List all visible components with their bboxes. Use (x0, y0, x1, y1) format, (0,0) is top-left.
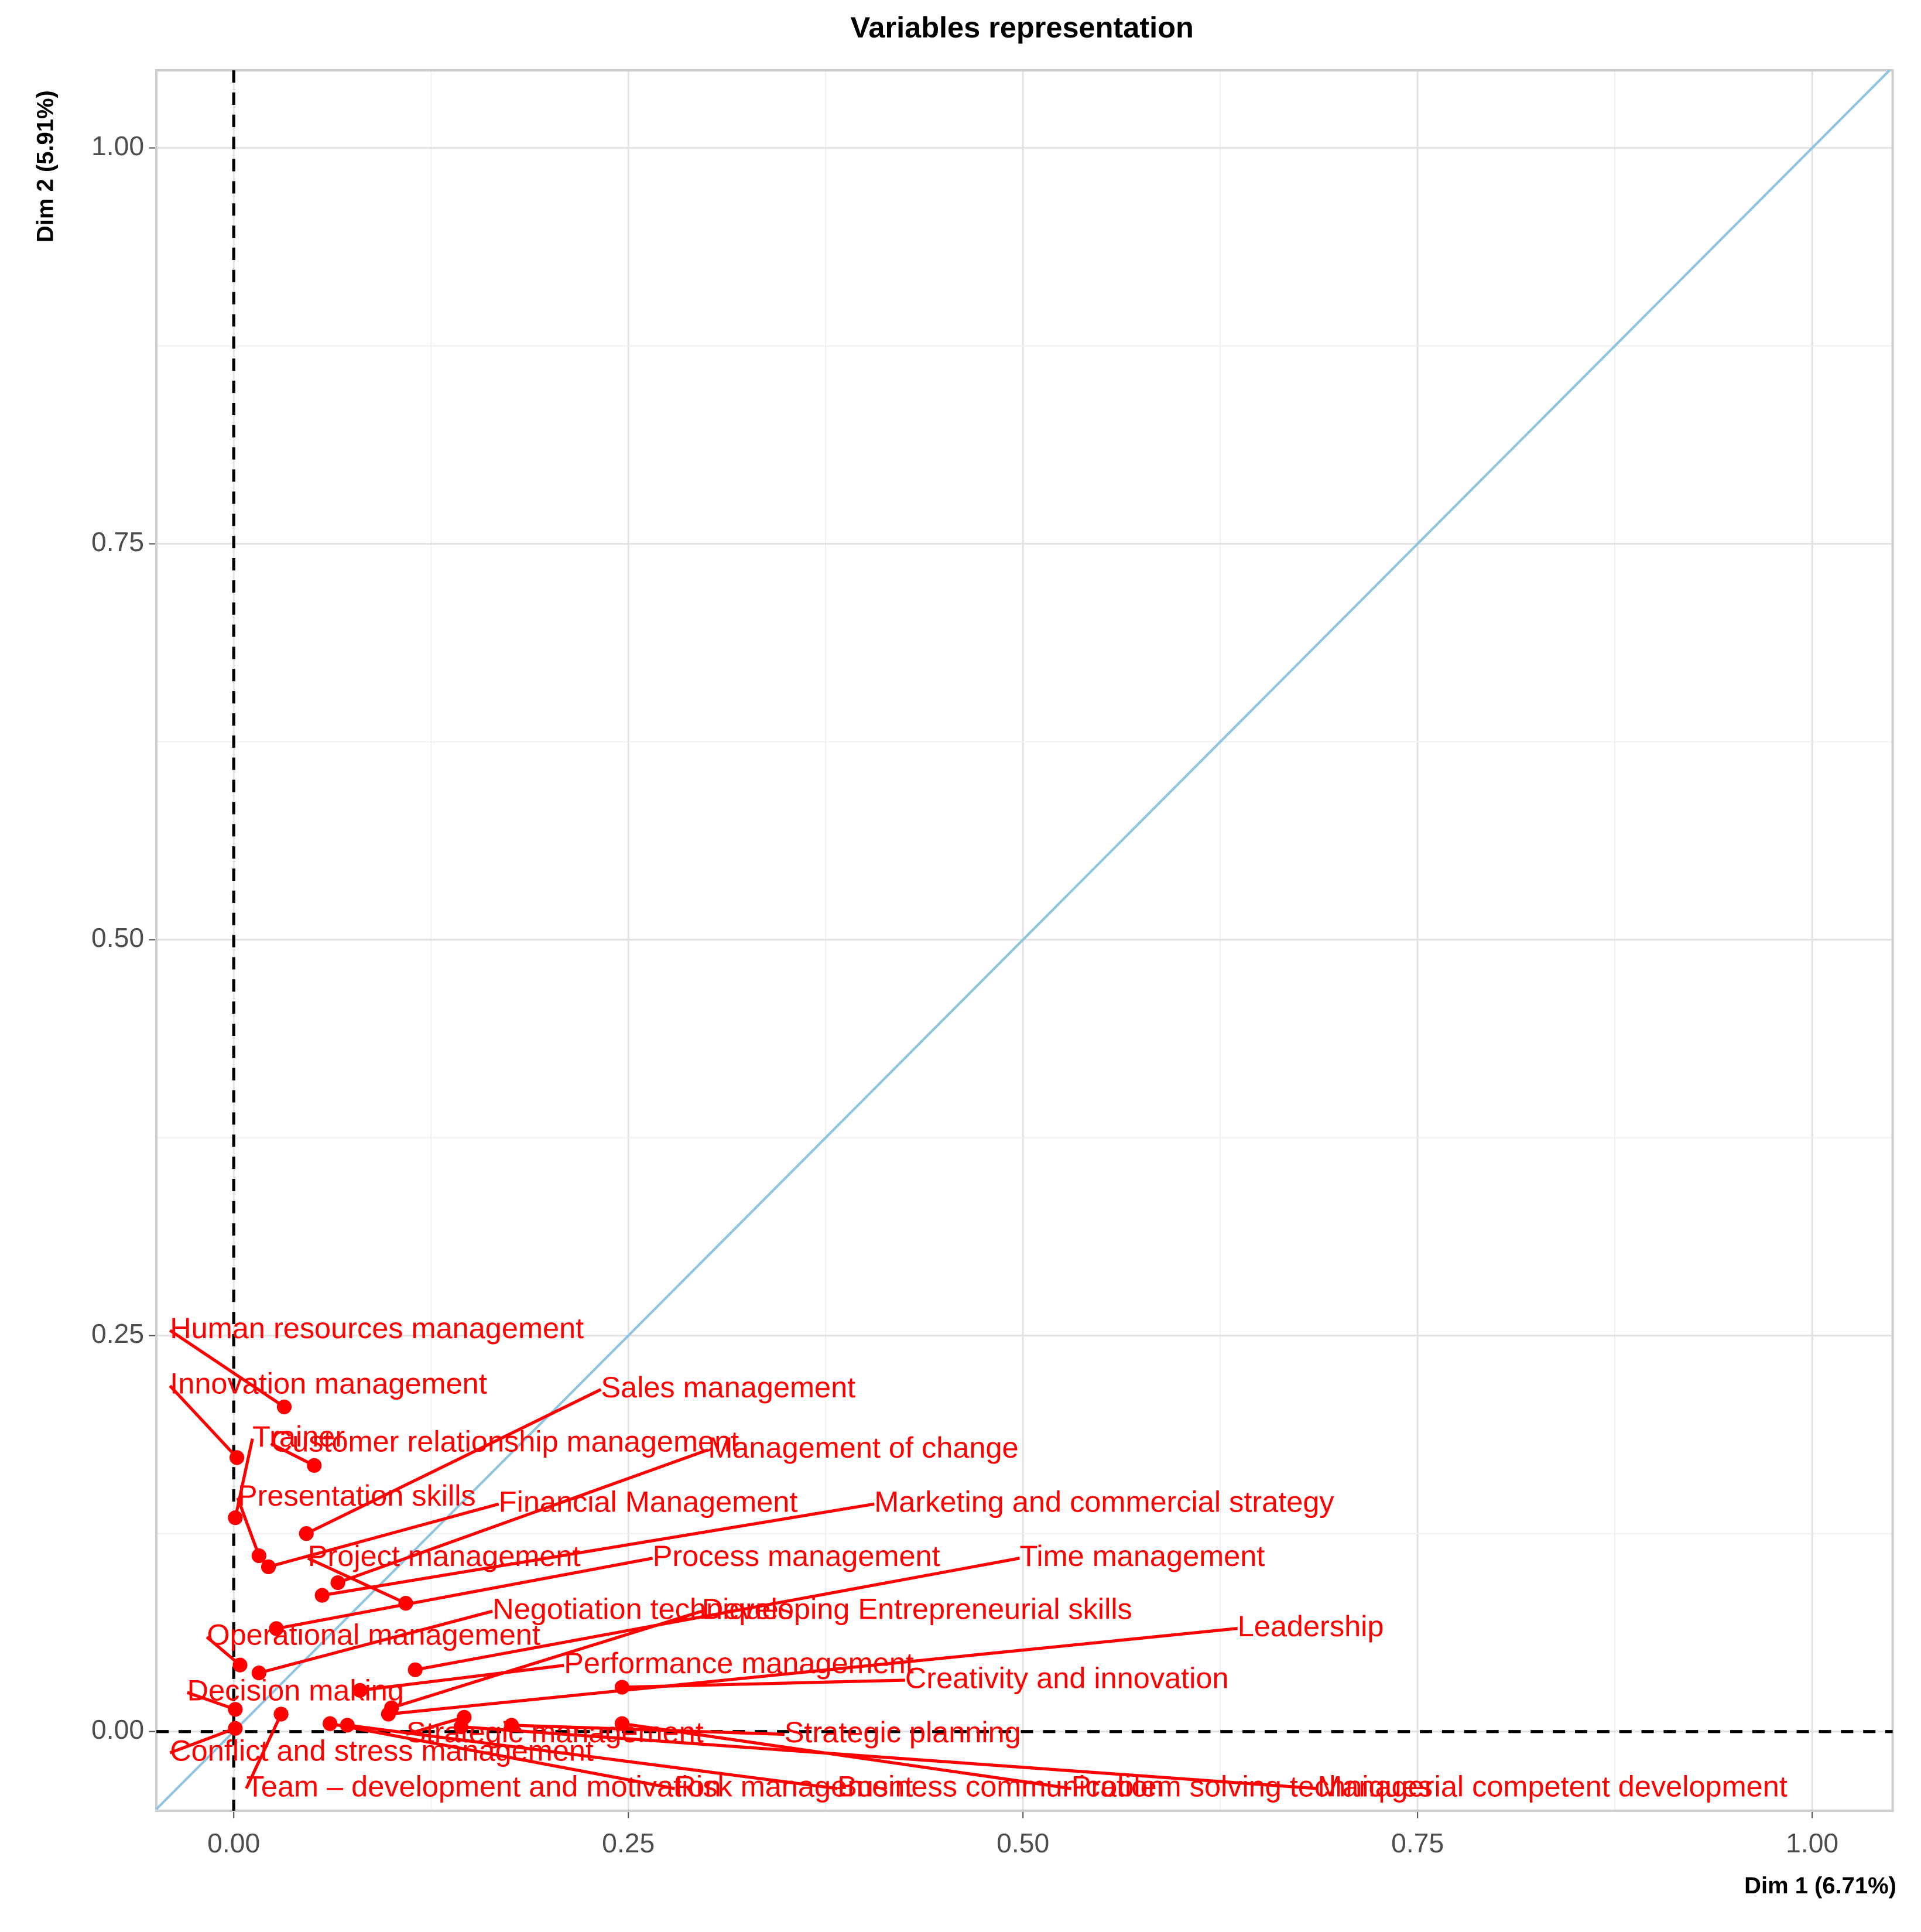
point-label: Trainer (252, 1420, 345, 1453)
point (352, 1683, 368, 1698)
point-label: Human resources management (170, 1311, 584, 1345)
point-label: Sales management (601, 1370, 855, 1404)
point (408, 1662, 423, 1677)
leader-line (169, 1384, 238, 1459)
leader-line (337, 1448, 709, 1584)
y-tick-label: 0.75 (91, 526, 144, 557)
x-axis-label: Dim 1 (6.71%) (1744, 1873, 1896, 1899)
x-tick-label: 0.00 (207, 1828, 260, 1858)
point (307, 1458, 322, 1473)
point-label: Presentation skills (238, 1479, 476, 1512)
point-label: Strategic planning (785, 1715, 1021, 1749)
point-label: Creativity and innovation (905, 1661, 1229, 1694)
point-label: Risk management (675, 1769, 913, 1803)
point (251, 1666, 266, 1681)
point (273, 1707, 289, 1722)
leader-line (270, 1442, 315, 1467)
x-tick-label: 1.00 (1786, 1828, 1838, 1858)
leader-line (307, 1557, 407, 1605)
point-label: Marketing and commercial strategy (874, 1485, 1334, 1519)
x-tick-label: 0.25 (602, 1828, 655, 1858)
point-label: Decision making (187, 1673, 404, 1707)
y-axis-label: Dim 2 (5.91%) (32, 90, 58, 242)
leader-line (511, 1724, 785, 1736)
point-label: Project management (308, 1539, 581, 1572)
plot-border (155, 69, 1894, 1813)
y-tick-label: 0.25 (91, 1318, 144, 1349)
point-label: Customer relationship management (271, 1424, 739, 1458)
point (299, 1526, 314, 1541)
leader-line (186, 1691, 236, 1711)
point-label: Time management (1019, 1539, 1265, 1572)
point (614, 1680, 630, 1695)
chart-title: Variables representation (851, 11, 1194, 44)
point (276, 1399, 292, 1414)
x-tick-label: 0.50 (997, 1828, 1049, 1858)
point (340, 1718, 355, 1733)
point-label: Managerial competent development (1317, 1769, 1787, 1803)
point (269, 1621, 284, 1636)
point (453, 1719, 469, 1735)
point-label: Innovation management (170, 1367, 487, 1400)
point (614, 1716, 630, 1731)
leader-line (234, 1438, 254, 1519)
y-tick-label: 0.00 (91, 1714, 144, 1745)
point (261, 1559, 276, 1575)
point (323, 1716, 338, 1731)
leader-line (169, 1726, 236, 1755)
leader-line (321, 1502, 875, 1597)
leader-line (347, 1724, 838, 1790)
y-tick-label: 1.00 (91, 131, 144, 161)
leader-line (388, 1627, 1238, 1716)
point (232, 1657, 248, 1673)
point-label: Process management (653, 1539, 940, 1572)
point (330, 1575, 345, 1591)
point-label: Developing Entrepreneurial skills (702, 1592, 1132, 1626)
point-label: Negotiation techniques (492, 1592, 793, 1626)
point (251, 1548, 266, 1564)
leader-line (622, 1678, 905, 1689)
point-label: Management of change (708, 1431, 1018, 1464)
point (228, 1702, 243, 1717)
leader-line (276, 1557, 653, 1630)
point (228, 1510, 243, 1526)
leader-line (330, 1722, 676, 1790)
leader-line (245, 1713, 283, 1790)
leader-line (258, 1609, 493, 1675)
leader-line (236, 1497, 261, 1557)
point (314, 1588, 330, 1603)
leader-line (169, 1329, 285, 1408)
leader-line (461, 1725, 1318, 1790)
leader-line (268, 1502, 499, 1569)
leader-line (359, 1664, 564, 1692)
point-label: Operational management (207, 1618, 540, 1651)
leader-line (391, 1609, 703, 1709)
point-label: Performance management (564, 1646, 914, 1680)
leader-line (406, 1715, 465, 1736)
point-label: Financial Management (499, 1485, 798, 1519)
point-label: Team – development and motivation (246, 1769, 721, 1803)
leader-line (415, 1557, 1020, 1671)
x-tick-label: 0.75 (1391, 1828, 1444, 1858)
y-tick-label: 0.50 (91, 922, 144, 953)
point (381, 1707, 396, 1722)
leader-line (306, 1388, 602, 1536)
point (229, 1450, 245, 1465)
point (228, 1721, 243, 1736)
point-label: Leadership (1238, 1609, 1384, 1643)
